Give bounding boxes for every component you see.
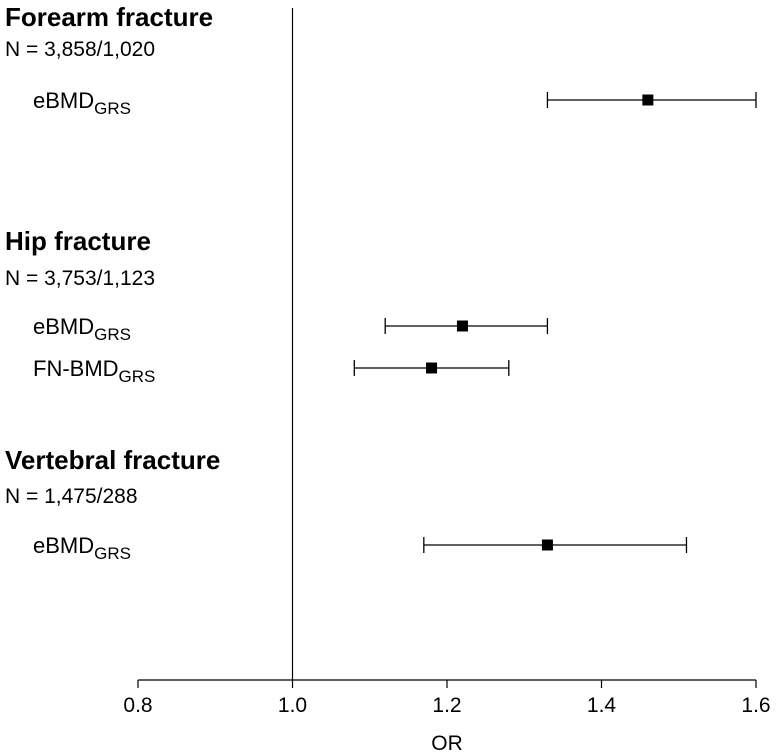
x-tick-label: 1.6 [741, 694, 770, 717]
group-title: Hip fracture [5, 226, 151, 256]
group-title: Vertebral fracture [5, 445, 220, 475]
or-point-marker [642, 94, 654, 106]
x-tick-label: 1.0 [278, 694, 307, 717]
x-tick-label: 1.2 [432, 694, 461, 717]
or-point-marker [541, 539, 553, 551]
row-label-main: eBMD [33, 533, 94, 558]
row-label-main: eBMD [33, 314, 94, 339]
group-sample-size: N = 1,475/288 [5, 485, 138, 508]
row-label: FN-BMDGRS [33, 356, 155, 386]
or-point-marker [426, 362, 438, 374]
group-title: Forearm fracture [5, 2, 213, 32]
row-label-subscript: GRS [94, 544, 131, 563]
row-label: eBMDGRS [33, 88, 131, 118]
row-label-subscript: GRS [94, 99, 131, 118]
x-tick-label: 0.8 [123, 694, 152, 717]
x-axis-title: OR [431, 732, 463, 755]
row-label-subscript: GRS [119, 367, 156, 386]
row-label: eBMDGRS [33, 533, 131, 563]
group-sample-size: N = 3,753/1,123 [5, 267, 155, 290]
row-label: eBMDGRS [33, 314, 131, 344]
x-tick-label: 1.4 [587, 694, 617, 717]
row-label-main: eBMD [33, 88, 94, 113]
row-label-main: FN-BMD [33, 356, 119, 381]
or-point-marker [456, 320, 468, 332]
group-sample-size: N = 3,858/1,020 [5, 38, 155, 61]
row-label-subscript: GRS [94, 325, 131, 344]
